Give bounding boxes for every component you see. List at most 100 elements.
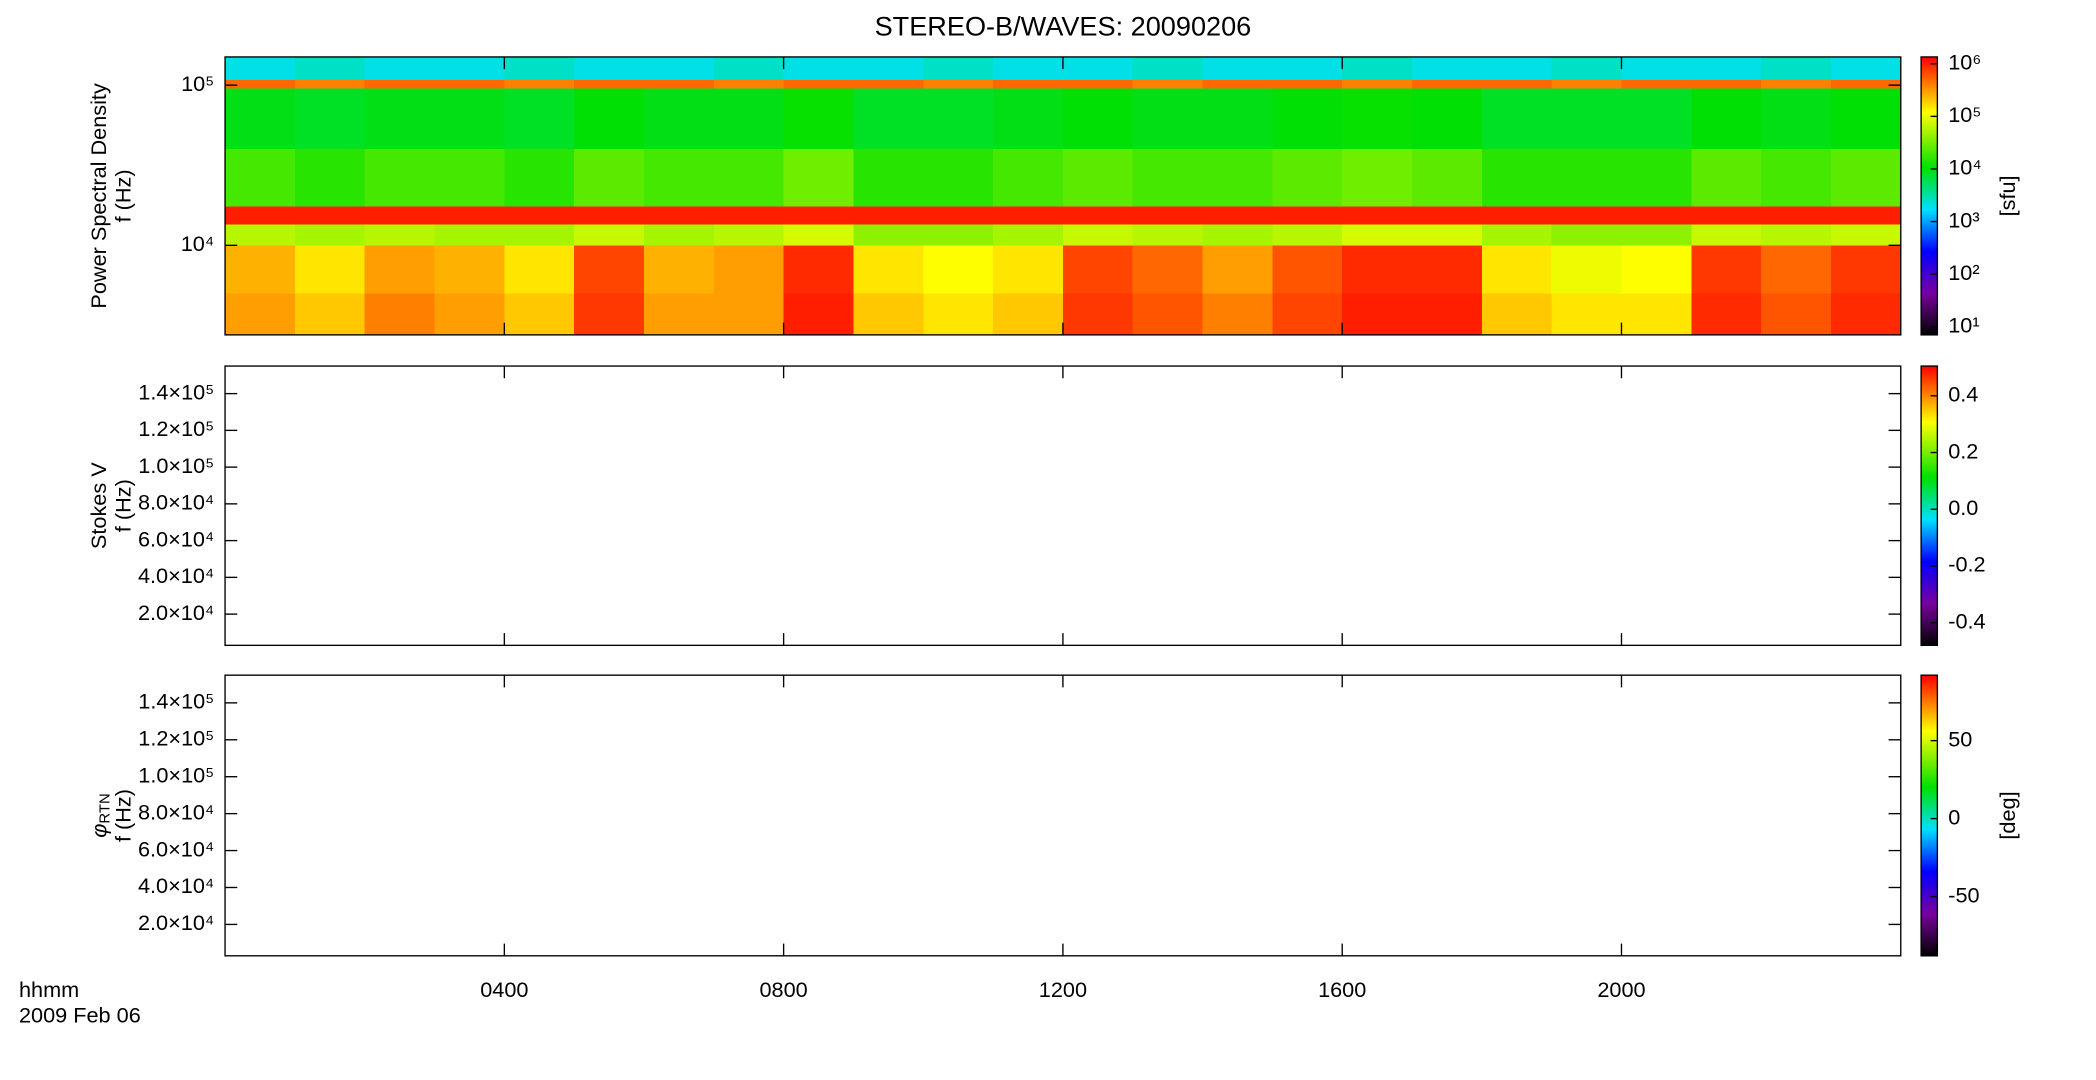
heat-cell bbox=[1691, 293, 1762, 335]
heat-cell bbox=[504, 206, 575, 225]
heat-cell bbox=[993, 224, 1064, 246]
heat-cell bbox=[1691, 79, 1762, 89]
y-tick-label: 10⁵ bbox=[181, 71, 214, 96]
colorbar bbox=[1920, 674, 1939, 957]
heat-cell bbox=[1202, 88, 1273, 149]
heat-cell bbox=[225, 245, 296, 294]
heat-cell bbox=[853, 224, 924, 246]
heat-cell bbox=[1481, 206, 1553, 225]
heat-cell bbox=[853, 206, 924, 225]
heat-cell bbox=[225, 293, 296, 335]
colorbar bbox=[1920, 56, 1939, 336]
heat-cell bbox=[783, 245, 854, 294]
chart-title: STEREO-B/WAVES: 20090206 bbox=[875, 11, 1252, 42]
heat-cell bbox=[364, 224, 435, 246]
heat-cell bbox=[574, 88, 645, 149]
heat-cell bbox=[1412, 148, 1483, 207]
y-tick-label: 10⁴ bbox=[181, 231, 214, 256]
heat-cell bbox=[853, 293, 924, 335]
heat-cell bbox=[1272, 245, 1343, 294]
heat-cell bbox=[1272, 224, 1343, 246]
heat-cell bbox=[434, 79, 505, 89]
heat-cell bbox=[1830, 224, 1902, 246]
colorbar-tick-label: 0.0 bbox=[1948, 495, 1978, 520]
heat-cell bbox=[1761, 245, 1832, 294]
heat-cell bbox=[1551, 79, 1622, 89]
heat-cell bbox=[1342, 79, 1413, 89]
heat-cell bbox=[1412, 293, 1483, 335]
heat-cell bbox=[993, 79, 1064, 89]
heat-cell bbox=[225, 224, 296, 246]
heat-cell bbox=[1132, 56, 1203, 80]
heat-cell bbox=[1132, 245, 1203, 294]
y-tick-label: 2.0×10⁴ bbox=[138, 600, 214, 625]
heat-cell bbox=[1342, 148, 1413, 207]
y-tick-label: 8.0×10⁴ bbox=[138, 799, 214, 824]
heat-cell bbox=[783, 88, 854, 149]
heat-cell bbox=[1272, 148, 1343, 207]
heat-cell bbox=[1202, 206, 1273, 225]
heat-cell bbox=[1691, 148, 1762, 207]
heat-cell bbox=[294, 88, 366, 149]
heat-cell bbox=[574, 56, 645, 80]
x-tick-label: 2000 bbox=[1597, 977, 1645, 1002]
heat-cell bbox=[643, 79, 715, 89]
y-axis-label: f (Hz) bbox=[110, 479, 135, 532]
colorbar-tick-label: -50 bbox=[1948, 882, 1979, 907]
heat-cell bbox=[713, 293, 785, 335]
heat-cell bbox=[1412, 79, 1483, 89]
heat-cell bbox=[294, 293, 366, 335]
heat-cell bbox=[504, 224, 575, 246]
heat-cell bbox=[1830, 88, 1902, 149]
heat-cell bbox=[225, 79, 296, 89]
y-axis-subscript: RTN bbox=[98, 793, 114, 823]
y-axis-label: Stokes V bbox=[86, 462, 111, 549]
y-tick-label: 4.0×10⁴ bbox=[138, 873, 214, 898]
y-tick-label: 1.2×10⁵ bbox=[138, 416, 214, 441]
heat-cell bbox=[1202, 56, 1273, 80]
heat-cell bbox=[574, 293, 645, 335]
heat-cell bbox=[1132, 224, 1203, 246]
heat-cell bbox=[434, 224, 505, 246]
heat-cell bbox=[1062, 88, 1134, 149]
heat-cell bbox=[574, 206, 645, 225]
heat-cell bbox=[1342, 245, 1413, 294]
heat-cell bbox=[1062, 293, 1134, 335]
heat-cell bbox=[1691, 56, 1762, 80]
heat-cell bbox=[1132, 88, 1203, 149]
heat-cell bbox=[853, 148, 924, 207]
heat-cell bbox=[1481, 88, 1553, 149]
heat-cell bbox=[1621, 148, 1692, 207]
heat-cell bbox=[1830, 79, 1902, 89]
heat-cell bbox=[1551, 224, 1622, 246]
heat-cell bbox=[1691, 224, 1762, 246]
heat-cell bbox=[923, 79, 994, 89]
heat-cell bbox=[1761, 148, 1832, 207]
heat-cell bbox=[643, 148, 715, 207]
y-tick-label: 4.0×10⁴ bbox=[138, 563, 214, 588]
heat-cell bbox=[923, 88, 994, 149]
heat-cell bbox=[504, 245, 575, 294]
heat-cell bbox=[225, 56, 296, 80]
colorbar-tick-label: 0.2 bbox=[1948, 438, 1978, 463]
heat-cell bbox=[643, 88, 715, 149]
y-axis-label: Power Spectral Density bbox=[86, 83, 111, 309]
heat-cell bbox=[713, 245, 785, 294]
heat-cell bbox=[294, 224, 366, 246]
heat-cell bbox=[853, 79, 924, 89]
heat-cell bbox=[923, 224, 994, 246]
heat-cell bbox=[783, 79, 854, 89]
heat-cell bbox=[1272, 56, 1343, 80]
heat-cell bbox=[1062, 206, 1134, 225]
heat-cell bbox=[1621, 88, 1692, 149]
heat-cell bbox=[1761, 79, 1832, 89]
heat-cell bbox=[504, 88, 575, 149]
heat-cell bbox=[294, 206, 366, 225]
heat-cell bbox=[1342, 88, 1413, 149]
heat-cell bbox=[713, 224, 785, 246]
heat-cell bbox=[1132, 79, 1203, 89]
heat-cell bbox=[783, 148, 854, 207]
colorbar-tick-label: 0.4 bbox=[1948, 382, 1978, 407]
heat-cell bbox=[1202, 148, 1273, 207]
